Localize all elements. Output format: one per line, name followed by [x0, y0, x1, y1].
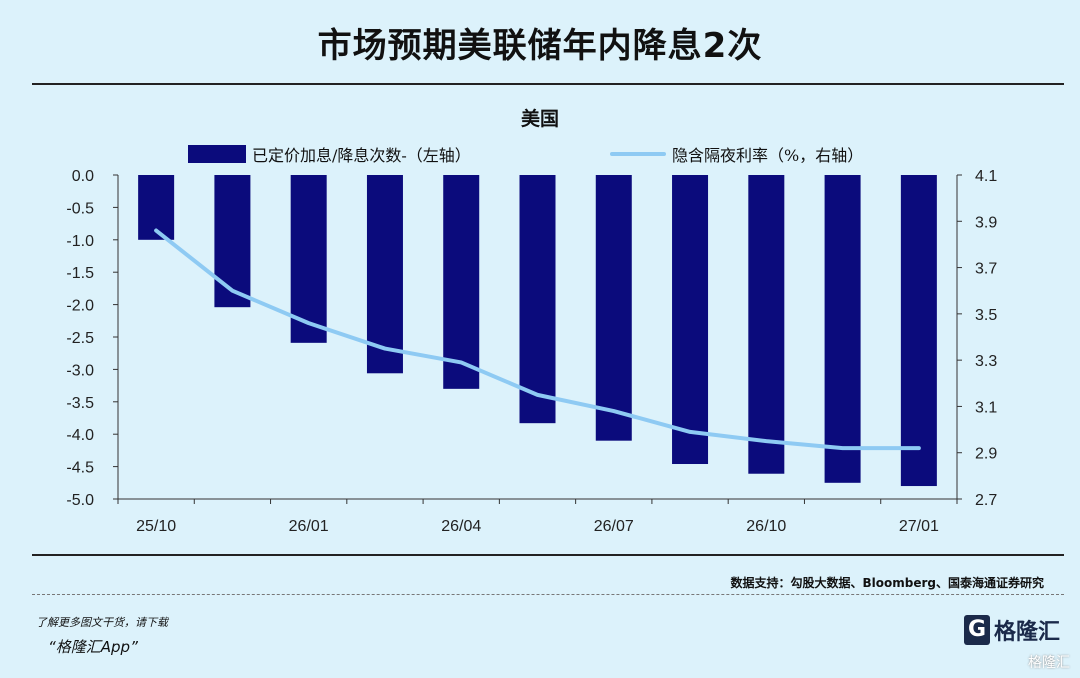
left-axis-tick-label: -3.5: [66, 395, 94, 412]
left-axis-tick-label: -4.0: [66, 427, 94, 444]
left-axis-tick-label: -0.5: [66, 200, 94, 217]
legend-line-label: 隐含隔夜利率（%，右轴）: [672, 146, 864, 165]
x-axis-tick-label: 26/01: [289, 518, 329, 535]
right-axis-tick-label: 3.7: [975, 261, 997, 278]
legend-bar-label: 已定价加息/降息次数-（左轴）: [252, 146, 471, 165]
left-axis-tick-label: -1.0: [66, 233, 94, 250]
chart: 0.0 -0.5 -1.0 -1.5 -2.0 -2.5 -3.0 -3.5 -4.0 -4.5 -…: [66, 168, 997, 535]
bar: [900, 175, 937, 487]
bar: [672, 175, 709, 465]
bar: [595, 175, 632, 441]
right-axis-tick-label: 4.1: [975, 168, 997, 185]
chart-bottom-divider: [32, 554, 1064, 556]
logo-text: 格隆汇: [993, 620, 1060, 645]
title-divider: [32, 83, 1064, 85]
x-axis-tick-label: 26/10: [746, 518, 786, 535]
promo-app-name[interactable]: “格隆汇App”: [48, 638, 138, 656]
x-axis-tick-label: 26/07: [594, 518, 634, 535]
right-axis-tick-label: 3.9: [975, 214, 997, 231]
bar: [748, 175, 785, 474]
left-axis-tick-label: -3.0: [66, 362, 94, 379]
brand-logo: G 格隆汇: [963, 614, 1060, 646]
right-axis-tick-label: 3.3: [975, 353, 997, 370]
left-axis-tick-label: -4.5: [66, 460, 94, 477]
data-source: 数据支持：勾股大数据、Bloomberg、国泰海通证券研究: [730, 576, 1045, 590]
chart-title: 美国: [520, 108, 559, 130]
right-axis-tick-label: 3.5: [975, 307, 997, 324]
right-axis-tick-label: 3.1: [975, 399, 997, 416]
left-axis-tick-label: -2.5: [66, 330, 94, 347]
left-axis-tick-label: -2.0: [66, 298, 94, 315]
right-axis-tick-label: 2.9: [975, 446, 997, 463]
legend-item-bars: 已定价加息/降息次数-（左轴）: [188, 142, 471, 166]
x-axis-tick-label: 26/04: [441, 518, 481, 535]
left-axis-tick-label: -5.0: [66, 492, 94, 509]
left-axis-tick-label: 0.0: [72, 168, 94, 185]
x-axis-tick-label: 27/01: [899, 518, 939, 535]
legend-bar-swatch: [188, 145, 246, 163]
logo-g-icon: G: [963, 615, 990, 645]
bar: [443, 175, 480, 389]
page-title: 市场预期美联储年内降息2次: [317, 26, 763, 66]
bar: [214, 175, 251, 308]
legend-line-swatch: [610, 152, 666, 156]
legend-item-line: 隐含隔夜利率（%，右轴）: [610, 142, 863, 166]
bar: [824, 175, 861, 483]
left-axis-tick-label: -1.5: [66, 265, 94, 282]
bar: [519, 175, 556, 424]
bar: [290, 175, 327, 343]
bar: [366, 175, 403, 374]
watermark: 格隆汇: [1028, 655, 1070, 671]
x-axis-tick-label: 25/10: [136, 518, 176, 535]
right-axis-tick-label: 2.7: [975, 492, 997, 509]
footer-divider: [32, 594, 1064, 595]
promo-text: 了解更多图文干货，请下载: [36, 616, 168, 629]
